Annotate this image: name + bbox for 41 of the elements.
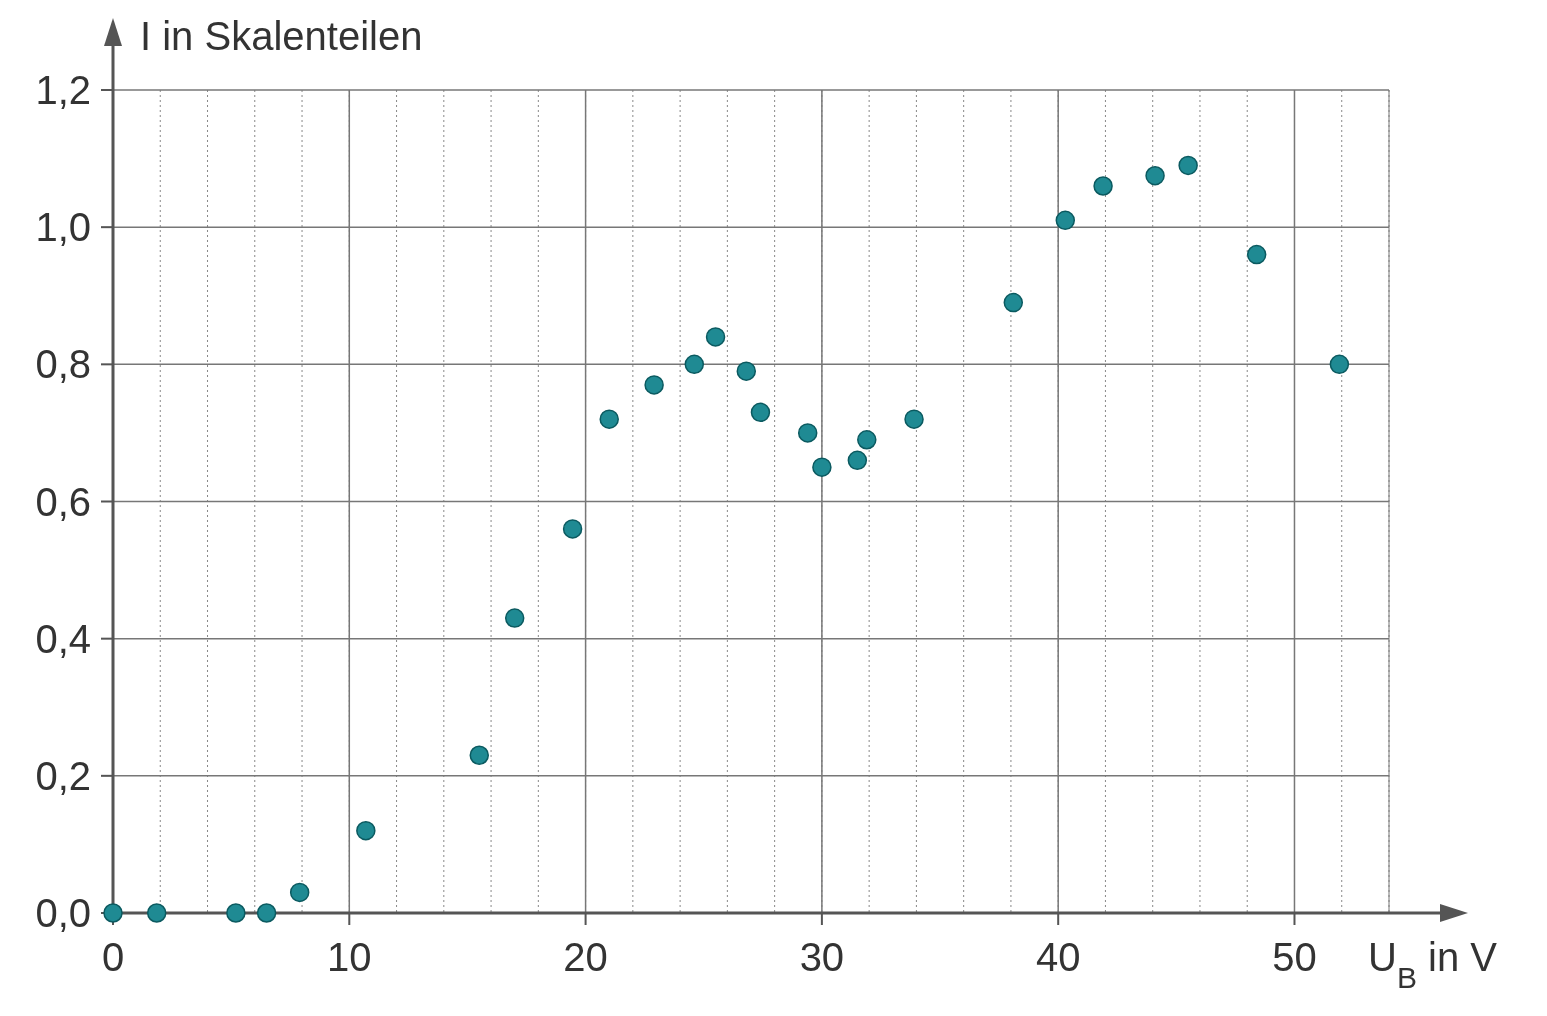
point (1093, 176, 1113, 196)
point (1329, 354, 1350, 375)
point (356, 820, 376, 841)
point (684, 354, 705, 375)
x-tick-label: 50 (1272, 935, 1317, 979)
point (1145, 165, 1165, 186)
point (1178, 155, 1198, 176)
point (644, 375, 664, 395)
point (256, 903, 277, 923)
point (1246, 244, 1267, 265)
point (812, 457, 832, 477)
point (904, 409, 924, 429)
x-tick-label: 30 (799, 935, 845, 979)
x-tick-label: 20 (563, 935, 608, 979)
y-tick-label: 0,2 (35, 753, 91, 798)
y-tick-label: 0,0 (35, 891, 91, 935)
point (562, 519, 583, 539)
x-tick-label: 40 (1035, 935, 1081, 979)
point (289, 882, 310, 903)
point (1003, 292, 1024, 313)
y-tick-label: 0,6 (35, 479, 91, 524)
y-tick-label: 0,4 (35, 616, 91, 661)
point (847, 450, 868, 471)
y-tick-label: 1,0 (35, 205, 91, 250)
point (469, 745, 490, 766)
point (736, 361, 757, 381)
point (504, 608, 525, 628)
x-tick-label: 10 (327, 935, 372, 979)
point (1055, 210, 1076, 231)
x-axis-title: U$_{B}$ in V (1368, 935, 1498, 994)
point (599, 409, 619, 429)
y-tick-label: 0,8 (35, 342, 91, 387)
point (857, 430, 877, 450)
y-tick-label: 1,2 (35, 68, 91, 112)
point (705, 327, 726, 347)
point (146, 903, 167, 923)
y-axis-title: I in Skalenteilen (140, 14, 423, 58)
point (226, 903, 246, 923)
point (750, 402, 771, 423)
point (797, 423, 818, 443)
x-tick-label: 0 (101, 935, 125, 979)
